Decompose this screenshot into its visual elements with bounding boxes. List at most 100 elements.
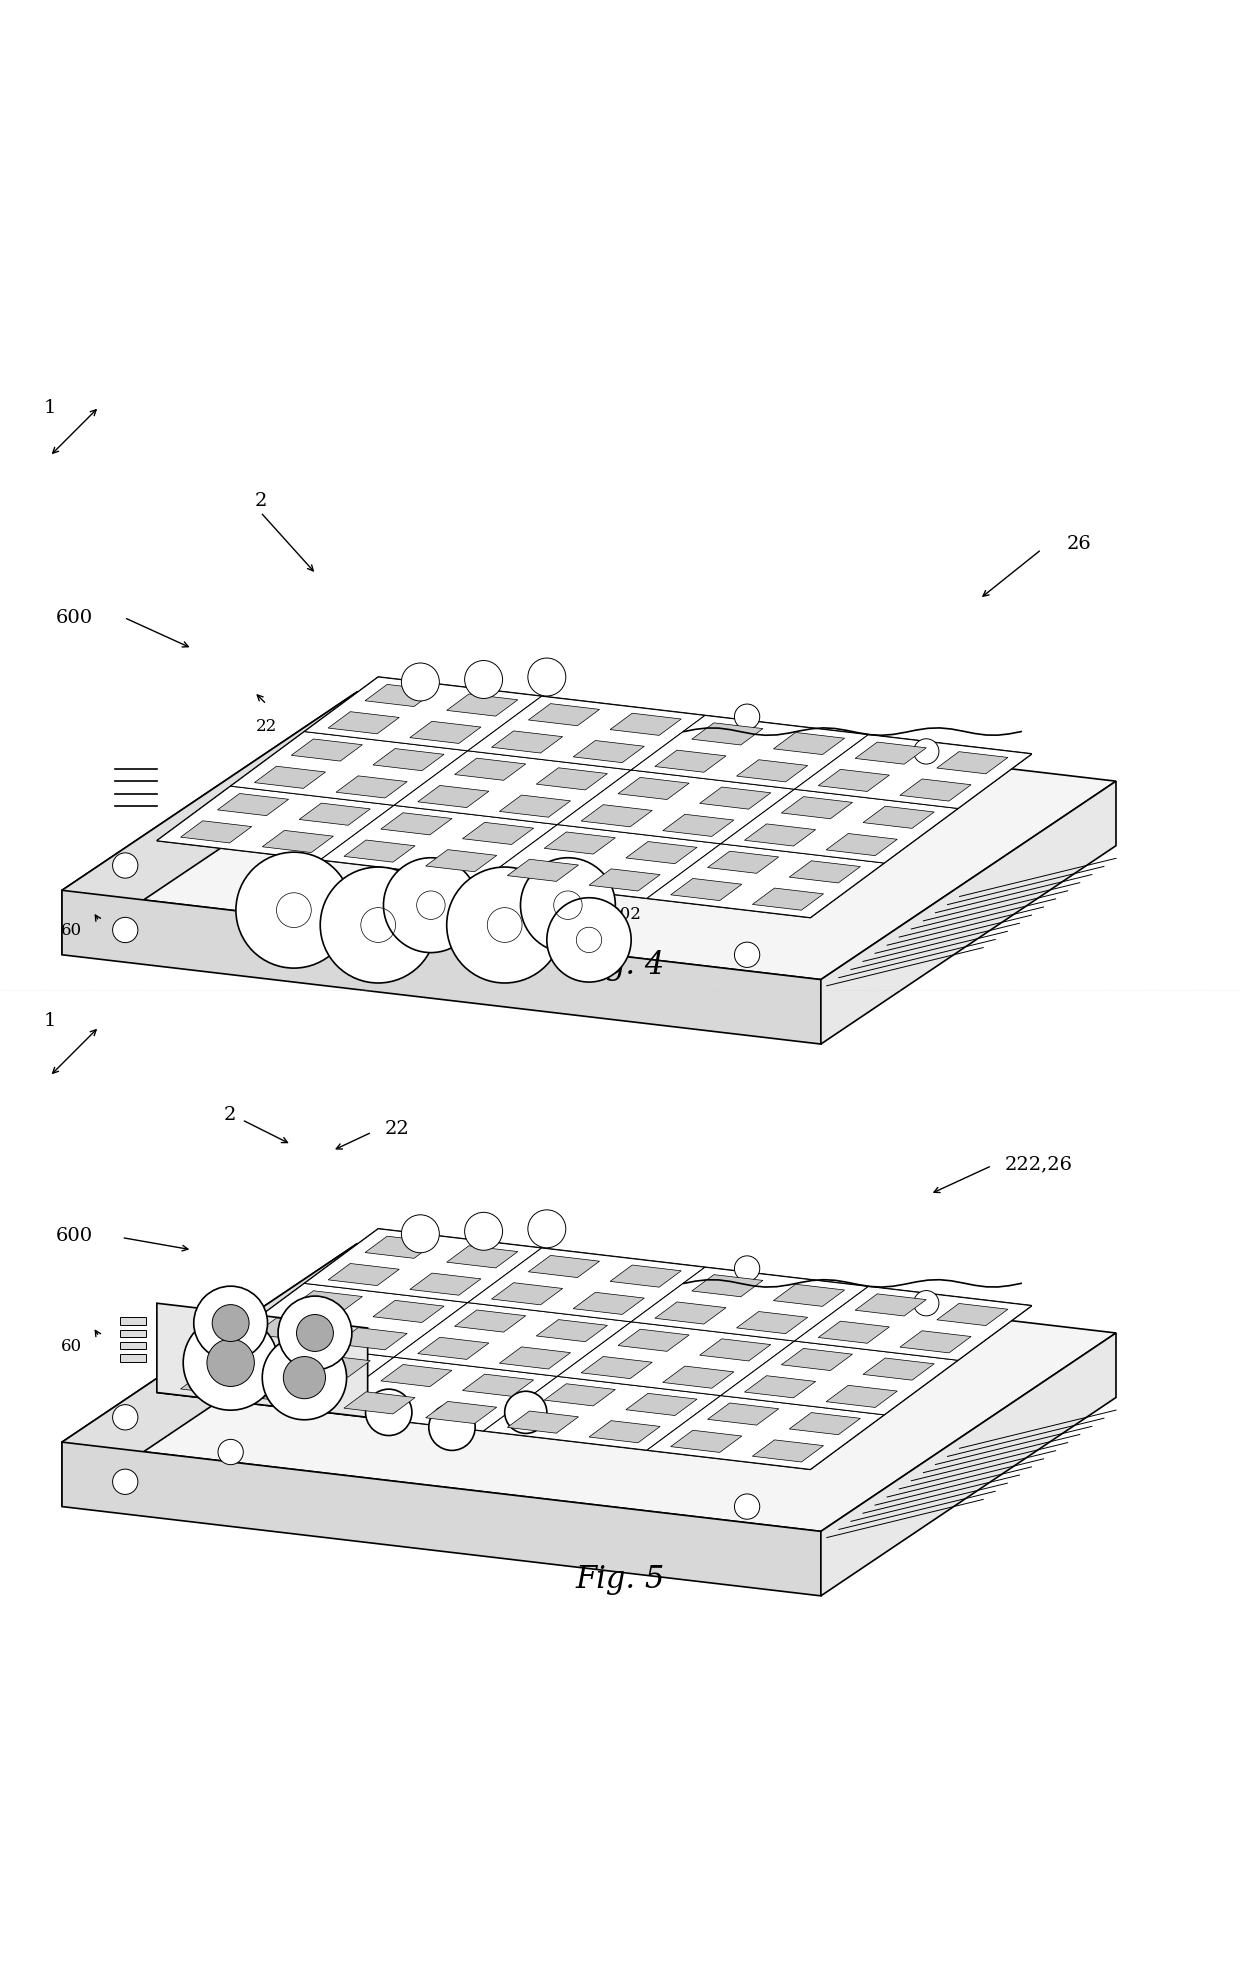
Polygon shape <box>753 889 823 911</box>
Polygon shape <box>217 1346 289 1368</box>
Polygon shape <box>795 1287 1032 1360</box>
Polygon shape <box>463 1374 533 1396</box>
Polygon shape <box>263 1382 334 1404</box>
Polygon shape <box>753 1439 823 1463</box>
Text: Fig. 4: Fig. 4 <box>575 950 665 980</box>
Polygon shape <box>373 748 444 772</box>
Polygon shape <box>446 1245 518 1269</box>
Polygon shape <box>329 1263 399 1285</box>
Polygon shape <box>647 1396 884 1469</box>
Circle shape <box>113 853 138 879</box>
Polygon shape <box>409 1273 481 1295</box>
Polygon shape <box>365 685 436 707</box>
Polygon shape <box>231 1283 467 1358</box>
Polygon shape <box>662 816 734 838</box>
Polygon shape <box>589 1422 660 1443</box>
Polygon shape <box>305 677 542 752</box>
Polygon shape <box>484 1376 720 1451</box>
Polygon shape <box>582 806 652 828</box>
Circle shape <box>734 942 760 968</box>
Polygon shape <box>737 760 807 782</box>
Polygon shape <box>455 1311 526 1333</box>
Polygon shape <box>62 1243 1116 1533</box>
Polygon shape <box>774 1285 844 1307</box>
Text: 2: 2 <box>254 491 267 509</box>
Circle shape <box>465 1212 502 1251</box>
Circle shape <box>113 919 138 942</box>
Text: 3: 3 <box>432 1400 441 1416</box>
Polygon shape <box>463 824 533 845</box>
Polygon shape <box>336 1329 407 1350</box>
Text: 22: 22 <box>384 1121 409 1138</box>
Polygon shape <box>507 1412 578 1434</box>
Polygon shape <box>418 1338 489 1360</box>
Polygon shape <box>254 1319 325 1340</box>
Circle shape <box>402 1216 439 1253</box>
Circle shape <box>218 1439 243 1465</box>
Polygon shape <box>856 742 926 764</box>
Circle shape <box>113 1406 138 1430</box>
Polygon shape <box>394 1303 631 1376</box>
Text: 22: 22 <box>255 717 278 735</box>
Text: 62: 62 <box>293 754 315 772</box>
Polygon shape <box>425 849 497 873</box>
Polygon shape <box>647 843 884 919</box>
Polygon shape <box>329 713 399 735</box>
Polygon shape <box>291 1291 362 1313</box>
Polygon shape <box>655 1303 727 1325</box>
Polygon shape <box>425 1402 497 1424</box>
Circle shape <box>296 1315 334 1352</box>
Polygon shape <box>381 814 451 836</box>
Polygon shape <box>156 786 394 861</box>
Polygon shape <box>610 715 681 737</box>
Polygon shape <box>789 1414 861 1436</box>
Polygon shape <box>856 1295 926 1317</box>
Polygon shape <box>491 1283 563 1305</box>
Polygon shape <box>626 842 697 863</box>
Polygon shape <box>671 879 742 901</box>
Circle shape <box>402 663 439 701</box>
Polygon shape <box>320 806 558 879</box>
Polygon shape <box>263 832 334 853</box>
Polygon shape <box>692 723 763 746</box>
Polygon shape <box>156 1303 367 1418</box>
Polygon shape <box>781 1348 852 1370</box>
Polygon shape <box>708 851 779 873</box>
Polygon shape <box>671 1430 742 1453</box>
Bar <box>120 1331 146 1337</box>
Text: 600: 600 <box>56 1226 93 1243</box>
Polygon shape <box>863 1358 934 1380</box>
Polygon shape <box>781 798 852 820</box>
Circle shape <box>465 661 502 699</box>
Polygon shape <box>365 1238 436 1259</box>
Polygon shape <box>863 806 934 830</box>
Polygon shape <box>708 1404 779 1426</box>
Polygon shape <box>699 788 771 810</box>
Polygon shape <box>610 1265 681 1287</box>
Polygon shape <box>373 1301 444 1323</box>
Polygon shape <box>558 1323 795 1396</box>
Polygon shape <box>62 1243 357 1507</box>
Polygon shape <box>936 752 1008 774</box>
Circle shape <box>184 1315 278 1410</box>
Polygon shape <box>254 766 325 788</box>
Text: 602: 602 <box>436 903 469 921</box>
Polygon shape <box>418 786 489 808</box>
Polygon shape <box>536 1321 608 1342</box>
Polygon shape <box>774 733 844 754</box>
Circle shape <box>734 705 760 731</box>
Polygon shape <box>826 834 898 855</box>
Text: 60: 60 <box>61 1336 83 1354</box>
Polygon shape <box>455 758 526 780</box>
Polygon shape <box>62 891 821 1045</box>
Circle shape <box>366 1390 412 1435</box>
Polygon shape <box>299 1354 371 1378</box>
Polygon shape <box>655 750 727 772</box>
Polygon shape <box>821 1333 1116 1596</box>
Polygon shape <box>231 733 467 806</box>
Polygon shape <box>626 1394 697 1416</box>
Text: 222,26: 222,26 <box>1004 1154 1073 1172</box>
Polygon shape <box>789 861 861 883</box>
Polygon shape <box>544 1384 615 1406</box>
Polygon shape <box>720 790 957 863</box>
